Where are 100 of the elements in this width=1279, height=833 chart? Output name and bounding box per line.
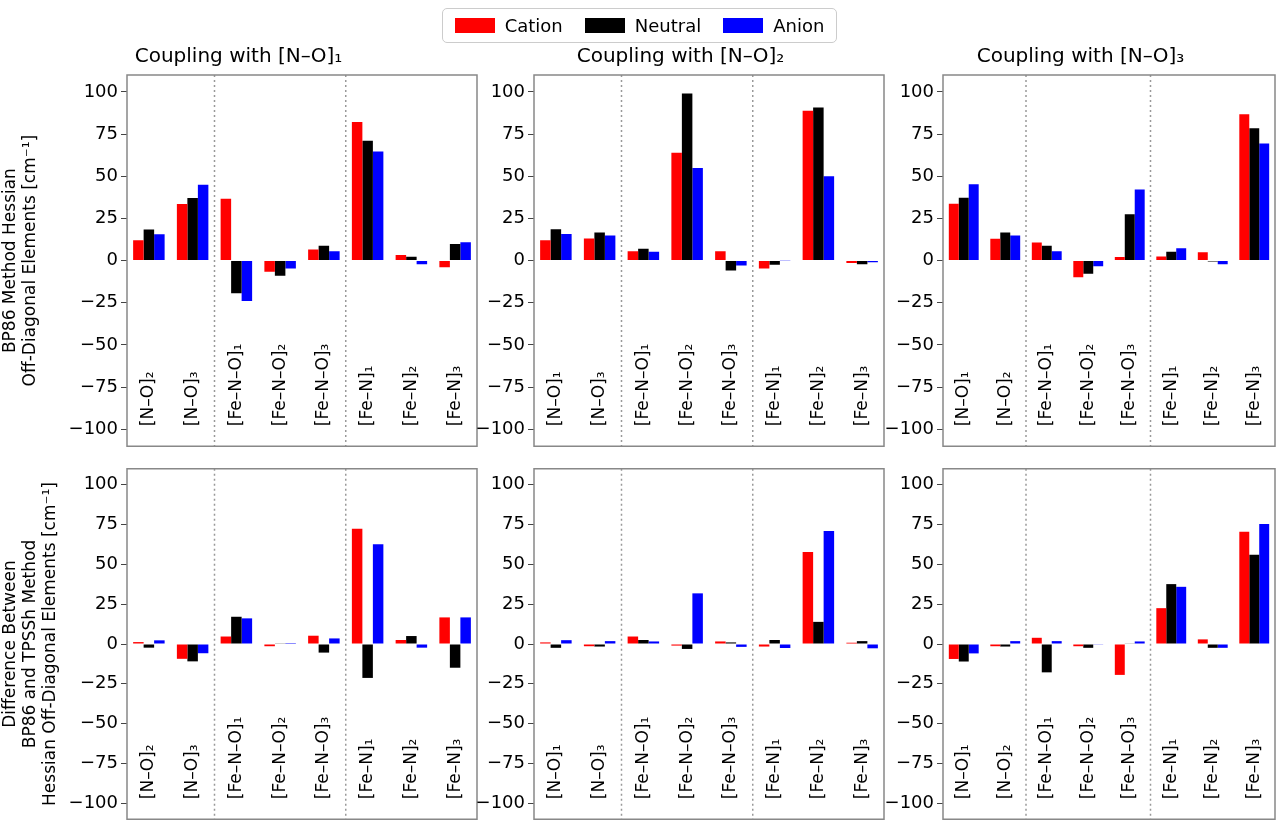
bar — [133, 240, 144, 261]
x-tick-label: [Fe–N]₃ — [1242, 738, 1263, 800]
y-tick-label: 50 — [95, 552, 118, 574]
bar — [813, 621, 824, 644]
bar — [372, 544, 384, 644]
y-tick-label: −100 — [475, 417, 525, 438]
bar — [362, 140, 373, 261]
bar — [1166, 251, 1177, 261]
bar — [1083, 261, 1094, 274]
bar — [769, 640, 780, 644]
x-tick-label: [Fe–N]₃ — [443, 738, 464, 800]
y-tick-label: −75 — [487, 751, 525, 773]
x-tick-label: [Fe–N]₁ — [763, 365, 784, 427]
y-tick-label: −25 — [80, 671, 118, 693]
x-tick-label: [Fe–N–O]₁ — [1035, 343, 1056, 427]
x-tick-label: [N–O]₂ — [993, 744, 1014, 800]
bar — [1217, 644, 1228, 648]
x-tick-label: [N–O]₃ — [181, 371, 202, 427]
bar — [736, 261, 747, 266]
x-tick-label: [N–O]₃ — [588, 744, 609, 800]
y-tick-label: 75 — [502, 512, 525, 534]
y-axis-title: Difference Between BP86 and TPSSh Method Hessian Off-Diagonal Elements [cm⁻¹] — [0, 482, 60, 806]
x-tick-label: [Fe–N]₁ — [356, 365, 377, 427]
bar — [813, 107, 824, 261]
bar — [308, 635, 319, 644]
bar — [274, 261, 286, 276]
y-tick-label: 0 — [106, 248, 118, 270]
x-tick-label: [N–O]₃ — [588, 371, 609, 427]
bar — [1114, 644, 1125, 675]
bar — [1000, 232, 1011, 261]
bar — [241, 618, 253, 644]
bar — [1093, 261, 1104, 267]
y-tick-label: 50 — [502, 163, 525, 185]
bar — [692, 167, 703, 261]
bar — [802, 551, 814, 644]
bar — [220, 636, 232, 644]
bar — [220, 198, 232, 261]
chart-title: Coupling with [N–O]₃ — [976, 43, 1185, 68]
bar — [550, 229, 562, 261]
bar — [958, 197, 969, 261]
bar — [561, 234, 572, 261]
bar — [715, 641, 726, 644]
x-tick-label: [Fe–N–O]₃ — [719, 716, 740, 800]
bar — [197, 184, 209, 261]
bar — [1114, 256, 1125, 261]
bar — [1166, 584, 1177, 644]
bar — [594, 232, 605, 261]
bar — [604, 641, 616, 644]
bar — [329, 638, 340, 644]
bar — [1010, 641, 1021, 644]
x-tick-label: [Fe–N]₂ — [806, 738, 827, 800]
bar — [823, 530, 835, 644]
bar — [439, 261, 450, 268]
bar — [1000, 644, 1011, 647]
bar — [1239, 114, 1250, 261]
bar — [143, 644, 155, 648]
bar — [715, 251, 726, 261]
y-tick-label: 100 — [899, 472, 934, 494]
bar — [638, 640, 649, 644]
bar — [1259, 524, 1270, 644]
bar — [1051, 251, 1062, 261]
bar — [671, 152, 682, 261]
bar — [638, 248, 649, 261]
y-tick-label: 25 — [911, 206, 934, 228]
bar — [1239, 531, 1250, 644]
x-tick-label: [Fe–N]₂ — [399, 365, 420, 427]
x-tick-label: [N–O]₃ — [181, 744, 202, 800]
y-tick-label: 50 — [911, 163, 934, 185]
bar — [1051, 641, 1062, 644]
y-tick-label: −100 — [884, 417, 934, 438]
x-tick-label: [N–O]₂ — [137, 744, 158, 800]
x-tick-label: [Fe–N–O]₁ — [1035, 716, 1056, 800]
x-tick-label: [Fe–N]₂ — [806, 365, 827, 427]
bar — [439, 617, 450, 644]
bar — [958, 644, 969, 662]
x-tick-label: [N–O]₂ — [137, 371, 158, 427]
bar — [154, 234, 165, 261]
y-tick-label: 0 — [922, 248, 934, 270]
bar — [1031, 637, 1042, 644]
bar — [329, 251, 340, 261]
bar — [406, 636, 417, 644]
y-tick-label: −25 — [80, 290, 118, 312]
y-tick-label: −50 — [80, 711, 118, 733]
bar — [823, 176, 835, 261]
x-tick-label: [Fe–N]₂ — [1201, 738, 1222, 800]
bar — [264, 261, 275, 272]
bar — [681, 93, 693, 261]
bar — [802, 110, 814, 261]
bar — [769, 261, 780, 265]
y-tick-label: −25 — [487, 290, 525, 312]
bar — [648, 641, 660, 644]
y-tick-label: 100 — [83, 79, 118, 101]
x-tick-label: [Fe–N]₃ — [443, 365, 464, 427]
y-tick-label: −50 — [487, 711, 525, 733]
y-tick-label: 0 — [922, 631, 934, 653]
x-tick-label: [Fe–N–O]₂ — [1076, 716, 1097, 800]
bar — [187, 198, 198, 261]
bar — [318, 245, 330, 261]
bar — [318, 644, 330, 653]
y-tick-label: −50 — [896, 332, 934, 354]
